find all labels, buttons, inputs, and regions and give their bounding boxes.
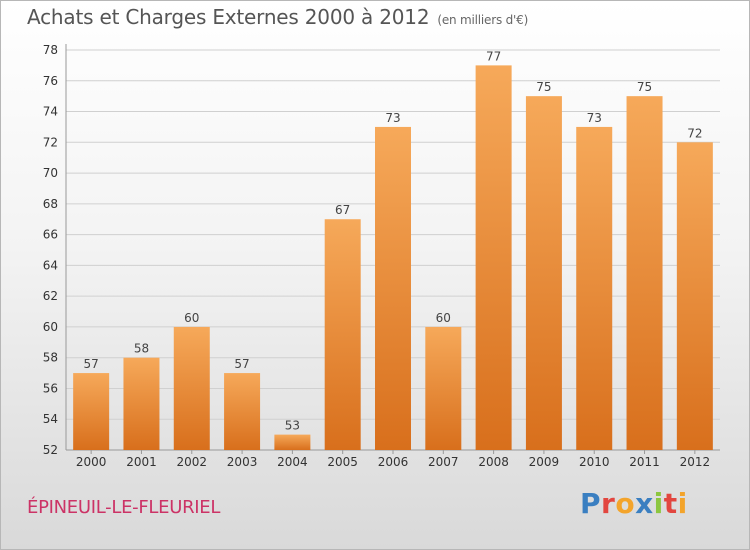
y-tick-label: 62 <box>43 289 58 303</box>
y-tick-label: 76 <box>43 74 58 88</box>
logo-letter: t <box>663 487 678 520</box>
data-label: 73 <box>587 111 602 125</box>
bar <box>123 357 160 450</box>
y-tick-label: 70 <box>43 166 58 180</box>
data-label: 75 <box>536 80 551 94</box>
bar <box>676 142 713 451</box>
logo-letter: r <box>601 487 616 520</box>
x-tick-label: 2005 <box>327 455 358 469</box>
logo-letter: P <box>580 487 602 520</box>
x-tick-label: 2002 <box>176 455 207 469</box>
data-label: 67 <box>335 203 350 217</box>
data-label: 53 <box>285 419 300 433</box>
data-label: 77 <box>486 49 501 63</box>
bar <box>375 126 411 450</box>
bar <box>224 373 261 450</box>
bar <box>274 434 311 450</box>
chart-title-text: Achats et Charges Externes 2000 à 2012 <box>27 5 430 29</box>
y-tick-labels: 52 54 56 58 60 62 64 66 68 70 72 74 76 78 <box>43 43 58 457</box>
bar <box>324 219 361 450</box>
logo-letter: i <box>653 487 664 520</box>
data-label: 72 <box>687 126 702 140</box>
x-tick-label: 2007 <box>428 455 459 469</box>
bar <box>626 96 663 451</box>
y-tick-label: 52 <box>43 443 58 457</box>
y-tick-label: 64 <box>43 258 58 272</box>
data-label: 73 <box>385 111 400 125</box>
x-tick-label: 2003 <box>227 455 258 469</box>
bar <box>73 373 110 450</box>
y-tick-label: 66 <box>43 228 58 242</box>
data-label: 57 <box>234 357 249 371</box>
x-tick-label: 2009 <box>529 455 560 469</box>
data-label: 60 <box>436 311 451 325</box>
bars-group <box>73 65 713 451</box>
proxiti-logo: Proxiti <box>580 487 688 520</box>
y-tick-label: 74 <box>43 105 58 119</box>
y-tick-label: 72 <box>43 135 58 149</box>
x-tick-label: 2000 <box>76 455 107 469</box>
bar <box>173 326 210 450</box>
logo-letter: x <box>635 487 654 520</box>
x-tick-label: 2008 <box>478 455 509 469</box>
data-label: 58 <box>134 342 149 356</box>
data-label: 57 <box>84 357 99 371</box>
logo-letter: o <box>615 487 636 520</box>
chart-unit: (en milliers d'€) <box>437 13 529 27</box>
bar <box>576 126 613 450</box>
bar <box>425 326 462 450</box>
y-tick-label: 68 <box>43 197 58 211</box>
y-tick-label: 56 <box>43 381 58 395</box>
x-tick-label: 2004 <box>277 455 308 469</box>
x-tick-label: 2001 <box>126 455 157 469</box>
data-label: 75 <box>637 80 652 94</box>
x-tick-label: 2010 <box>579 455 610 469</box>
bar <box>475 65 512 450</box>
bar <box>525 96 562 451</box>
data-label: 60 <box>184 311 199 325</box>
x-tick-labels: 2000 2001 2002 2003 2004 2005 2006 2007 2008 2009… <box>76 455 710 469</box>
x-tick-label: 2006 <box>378 455 409 469</box>
data-labels-group: 57 58 60 57 53 67 73 60 77 75 73 75 72 <box>84 49 703 432</box>
x-tick-label: 2012 <box>680 455 711 469</box>
y-tick-label: 78 <box>43 43 58 57</box>
commune-name: ÉPINEUIL-LE-FLEURIEL <box>27 497 221 518</box>
logo-letter: i <box>677 487 688 520</box>
y-tick-label: 54 <box>43 412 58 426</box>
y-tick-label: 58 <box>43 351 58 365</box>
chart-title: Achats et Charges Externes 2000 à 2012 (e… <box>27 5 528 29</box>
y-tick-label: 60 <box>43 320 58 334</box>
x-tick-label: 2011 <box>629 455 660 469</box>
